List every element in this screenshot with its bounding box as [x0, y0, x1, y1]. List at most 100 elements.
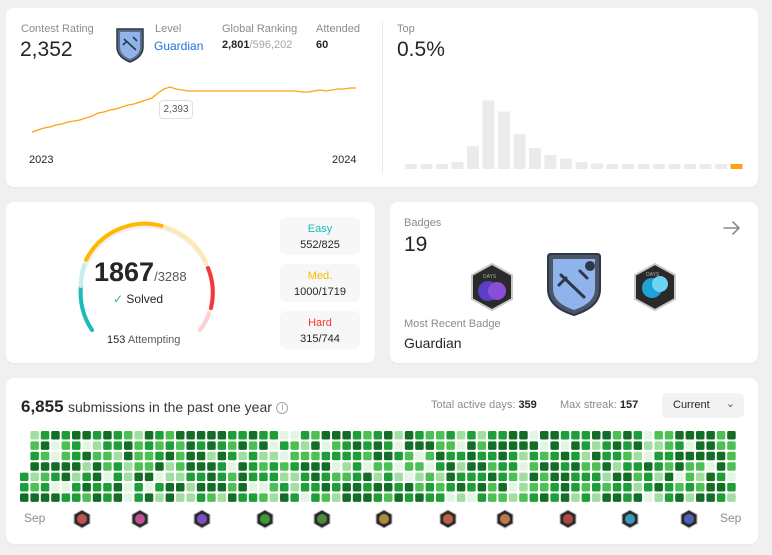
heatmap-day-cell[interactable] [519, 441, 528, 450]
histogram-bar[interactable] [544, 155, 557, 169]
heatmap-day-cell[interactable] [176, 431, 185, 440]
heatmap-day-cell[interactable] [321, 451, 331, 461]
heatmap-day-cell[interactable] [633, 451, 643, 461]
heatmap-day-cell[interactable] [675, 472, 684, 482]
heatmap-day-cell[interactable] [592, 431, 601, 440]
heatmap-day-cell[interactable] [280, 431, 289, 440]
heatmap-day-cell[interactable] [727, 472, 736, 482]
heatmap-day-cell[interactable] [207, 483, 216, 492]
rating-history-chart[interactable] [26, 76, 361, 136]
annual-badge-icon[interactable]: DAYS [469, 262, 515, 312]
heatmap-day-cell[interactable] [467, 493, 476, 502]
heatmap-day-cell[interactable] [654, 441, 663, 450]
heatmap-day-cell[interactable] [612, 462, 622, 471]
heatmap-day-cell[interactable] [685, 493, 695, 502]
heatmap-day-cell[interactable] [706, 441, 715, 450]
heatmap-day-cell[interactable] [602, 493, 611, 502]
hard-stat[interactable]: Hard 315/744 [280, 311, 360, 349]
heatmap-day-cell[interactable] [373, 483, 383, 492]
heatmap-day-cell[interactable] [363, 493, 372, 502]
heatmap-day-cell[interactable] [602, 431, 611, 440]
heatmap-day-cell[interactable] [300, 462, 310, 471]
heatmap-day-cell[interactable] [633, 462, 643, 471]
heatmap-day-cell[interactable] [508, 431, 518, 440]
heatmap-day-cell[interactable] [61, 483, 71, 492]
heatmap-day-cell[interactable] [373, 441, 383, 450]
heatmap-day-cell[interactable] [217, 483, 227, 492]
heatmap-day-cell[interactable] [124, 441, 133, 450]
heatmap-day-cell[interactable] [332, 472, 341, 482]
heatmap-day-cell[interactable] [290, 431, 299, 440]
heatmap-day-cell[interactable] [373, 472, 383, 482]
heatmap-day-cell[interactable] [332, 441, 341, 450]
heatmap-day-cell[interactable] [238, 431, 247, 440]
heatmap-day-cell[interactable] [664, 431, 674, 440]
heatmap-day-cell[interactable] [716, 451, 726, 461]
heatmap-day-cell[interactable] [488, 472, 497, 482]
heatmap-day-cell[interactable] [706, 483, 715, 492]
heatmap-day-cell[interactable] [456, 451, 466, 461]
heatmap-day-cell[interactable] [290, 483, 299, 492]
heatmap-day-cell[interactable] [508, 493, 518, 502]
heatmap-day-cell[interactable] [384, 431, 393, 440]
heatmap-day-cell[interactable] [155, 462, 164, 471]
heatmap-day-cell[interactable] [415, 472, 424, 482]
heatmap-day-cell[interactable] [300, 483, 310, 492]
heatmap-day-cell[interactable] [560, 451, 570, 461]
heatmap-day-cell[interactable] [144, 431, 154, 440]
heatmap-day-cell[interactable] [498, 462, 507, 471]
heatmap-day-cell[interactable] [51, 472, 60, 482]
heatmap-day-cell[interactable] [675, 441, 684, 450]
heatmap-day-cell[interactable] [61, 431, 71, 440]
ranking-histogram[interactable] [399, 83, 744, 171]
histogram-bar[interactable] [715, 164, 727, 169]
heatmap-day-cell[interactable] [61, 451, 71, 461]
heatmap-day-cell[interactable] [456, 462, 466, 471]
heatmap-day-cell[interactable] [664, 451, 674, 461]
heatmap-day-cell[interactable] [508, 462, 518, 471]
heatmap-day-cell[interactable] [602, 441, 611, 450]
heatmap-day-cell[interactable] [602, 462, 611, 471]
heatmap-day-cell[interactable] [311, 431, 320, 440]
heatmap-day-cell[interactable] [612, 451, 622, 461]
heatmap-day-cell[interactable] [404, 472, 414, 482]
heatmap-day-cell[interactable] [675, 451, 684, 461]
heatmap-day-cell[interactable] [425, 462, 435, 471]
heatmap-day-cell[interactable] [467, 472, 476, 482]
heatmap-day-cell[interactable] [488, 431, 497, 440]
heatmap-day-cell[interactable] [685, 472, 695, 482]
heatmap-day-cell[interactable] [196, 462, 206, 471]
heatmap-day-cell[interactable] [144, 472, 154, 482]
heatmap-day-cell[interactable] [498, 493, 507, 502]
heatmap-day-cell[interactable] [716, 472, 726, 482]
submission-heatmap-grid[interactable] [20, 431, 744, 507]
heatmap-day-cell[interactable] [623, 451, 632, 461]
histogram-bar[interactable] [513, 134, 526, 169]
heatmap-day-cell[interactable] [685, 451, 695, 461]
heatmap-day-cell[interactable] [404, 493, 414, 502]
heatmap-day-cell[interactable] [633, 493, 643, 502]
histogram-bar[interactable] [420, 164, 433, 169]
heatmap-day-cell[interactable] [228, 472, 237, 482]
heatmap-day-cell[interactable] [238, 462, 247, 471]
histogram-bar[interactable] [451, 162, 464, 169]
heatmap-day-cell[interactable] [51, 483, 60, 492]
heatmap-day-cell[interactable] [446, 431, 455, 440]
heatmap-day-cell[interactable] [165, 483, 175, 492]
heatmap-day-cell[interactable] [436, 431, 445, 440]
heatmap-day-cell[interactable] [727, 451, 736, 461]
histogram-bar[interactable] [405, 164, 417, 169]
heatmap-day-cell[interactable] [103, 462, 112, 471]
heatmap-day-cell[interactable] [300, 431, 310, 440]
heatmap-day-cell[interactable] [342, 462, 351, 471]
heatmap-day-cell[interactable] [113, 431, 123, 440]
heatmap-day-cell[interactable] [425, 472, 435, 482]
heatmap-day-cell[interactable] [332, 431, 341, 440]
heatmap-day-cell[interactable] [103, 483, 112, 492]
heatmap-day-cell[interactable] [488, 483, 497, 492]
heatmap-day-cell[interactable] [269, 441, 279, 450]
heatmap-day-cell[interactable] [716, 441, 726, 450]
medium-stat[interactable]: Med. 1000/1719 [280, 264, 360, 302]
heatmap-day-cell[interactable] [40, 472, 50, 482]
heatmap-day-cell[interactable] [675, 493, 684, 502]
